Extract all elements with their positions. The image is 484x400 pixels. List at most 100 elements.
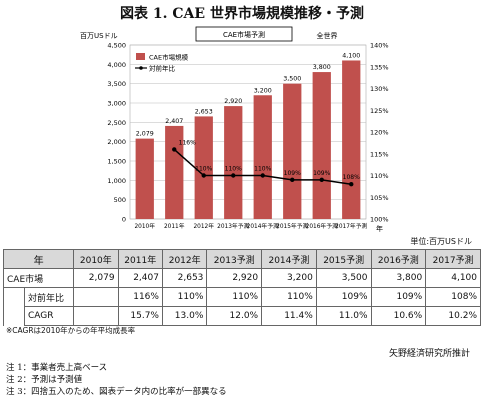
line-value-label: 110% [195, 166, 212, 173]
y-right-tick-label: 140% [370, 42, 389, 50]
bar [253, 95, 272, 219]
bar-value-label: 4,100 [342, 52, 360, 59]
y-left-tick-label: 1,000 [107, 177, 126, 185]
table-header-row: 年 2010年 2011年 2012年 2013予測 2014予測 2015予測… [2, 249, 481, 269]
table-cell: 10.2% [425, 306, 481, 326]
bar [312, 72, 331, 219]
line-point [172, 147, 177, 152]
y-right-tick-label: 135% [370, 63, 389, 71]
source-credit: 矢野経済研究所推計 [388, 349, 470, 359]
table-header: 2010年 [73, 249, 119, 269]
cagr-note: ※CAGRは2010年からの年平均成長率 [6, 326, 136, 335]
bar-value-label: 2,920 [224, 98, 242, 105]
table-cell: 2,079 [73, 268, 119, 288]
x-tick-label: 2010年 [134, 222, 155, 230]
cae-market-chart: 0 500 1,000 1,500 2,000 2,500 3,000 3,500 4,000 4… [80, 26, 389, 233]
y-left-tick-label: 500 [114, 196, 126, 204]
row-label: CAGR [23, 306, 75, 326]
table-header: 2014予測 [261, 249, 317, 269]
table-cell: 11.4% [261, 306, 317, 326]
legend-line-marker [139, 66, 143, 70]
bar-value-label: 3,800 [313, 64, 331, 71]
table-header: 2012年 [161, 249, 208, 269]
indent-cell [3, 287, 25, 307]
line-point [201, 173, 206, 178]
bar-series [135, 60, 361, 220]
legend: CAE市場規模 対前年比 [135, 53, 189, 73]
table-cell: 109% [370, 287, 427, 307]
x-tick-label: 2014年予測 [247, 222, 279, 230]
y-left-tick-label: 3,500 [107, 80, 126, 88]
table-cell: 2,653 [161, 268, 208, 288]
line-value-label: 109% [313, 170, 330, 177]
y-right-tick-label: 130% [370, 85, 389, 93]
y-right-tick-label: 115% [370, 150, 389, 158]
table-cell: 15.7% [117, 306, 163, 326]
x-tick-label: 2012年 [193, 222, 214, 230]
y-left-tick-label: 0 [122, 216, 126, 224]
legend-bar-label: CAE市場規模 [149, 53, 189, 62]
line-value-label: 116% [179, 139, 196, 146]
x-tick-label: 2015年予測 [276, 222, 308, 230]
line-point [349, 182, 354, 187]
bar [194, 116, 213, 219]
figure-title: 図表 1. CAE 世界市場規模推移・予測 [120, 6, 364, 22]
table-cell: 11.0% [315, 306, 372, 326]
legend-line-label: 対前年比 [149, 64, 176, 73]
legend-bar-swatch [136, 53, 145, 60]
table-header: 2013予測 [206, 249, 263, 269]
table-cell: 13.0% [161, 306, 208, 326]
x-tick-label: 2017年予測 [335, 222, 367, 230]
table-cell: 116% [117, 287, 163, 307]
table-cell: 2,407 [117, 268, 163, 288]
line-point [260, 173, 265, 178]
table-cell: 3,500 [315, 268, 372, 288]
bar [342, 60, 361, 219]
table-cell: 110% [261, 287, 317, 307]
row-label: CAE市場 [2, 268, 75, 288]
bar-value-label: 3,200 [254, 87, 272, 94]
axis-ticks: 0 500 1,000 1,500 2,000 2,500 3,000 3,500 4,000 4… [107, 42, 388, 231]
table-unit-note: 単位:百万USドル [410, 237, 472, 246]
bar [224, 106, 243, 219]
line-series [172, 147, 354, 187]
y-right-tick-label: 100% [370, 216, 389, 224]
y-left-tick-label: 1,500 [107, 158, 126, 166]
scope-label: 全世界 [317, 31, 338, 40]
y-left-tick-label: 3,000 [107, 100, 126, 108]
footnote: 注 2：予測は予測値 [6, 375, 83, 385]
line-value-label: 110% [254, 166, 271, 173]
table-header: 2017予測 [425, 249, 481, 269]
x-tick-label: 2016年予測 [306, 222, 338, 230]
y-left-tick-label: 2,000 [107, 138, 126, 146]
bar-value-label: 2,079 [136, 131, 154, 138]
bar-value-label: 3,500 [283, 76, 301, 83]
bar [135, 138, 154, 219]
x-tick-label: 2011年 [164, 222, 185, 230]
table-corner: 年 [2, 249, 75, 269]
table-row: CAGR 15.7% 13.0% 12.0% 11.4% 11.0% 10.6%… [3, 306, 481, 326]
y-right-tick-label: 110% [370, 172, 389, 180]
indent-cell [3, 306, 25, 326]
bar [283, 83, 302, 220]
x-unit: 年 [376, 224, 383, 233]
table-cell [73, 287, 119, 307]
line-point [290, 177, 295, 183]
table-cell: 12.0% [206, 306, 263, 326]
table-cell: 110% [161, 287, 208, 307]
y-left-unit: 百万USドル [80, 32, 118, 40]
y-left-tick-label: 2,500 [107, 119, 126, 127]
table-cell: 110% [206, 287, 263, 307]
line-value-label: 109% [284, 170, 301, 177]
table-cell [73, 306, 119, 326]
y-right-tick-label: 125% [370, 107, 389, 115]
line-value-label: 110% [225, 166, 242, 173]
bar [165, 125, 184, 219]
row-label: 対前年比 [23, 287, 75, 307]
footnote: 注 3：四捨五入のため、図表データ内の比率が一部異なる [6, 387, 227, 397]
data-table: 年 2010年 2011年 2012年 2013予測 2014予測 2015予測… [2, 249, 481, 326]
table-cell: 3,200 [261, 268, 317, 288]
table-row: 対前年比 116% 110% 110% 110% 109% 109% 108% [3, 287, 481, 307]
footnote: 注 1：事業者売上高ベース [6, 363, 108, 373]
x-tick-label: 2013年予測 [217, 222, 249, 230]
